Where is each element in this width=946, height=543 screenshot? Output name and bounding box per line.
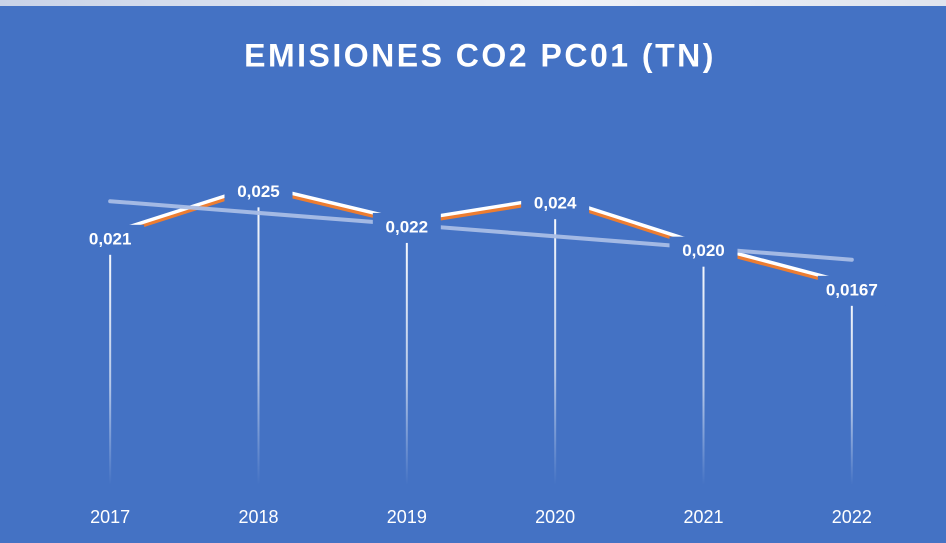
drop-line	[702, 247, 705, 485]
x-tick-label: 2022	[832, 507, 872, 527]
drop-line	[850, 286, 853, 485]
drop-line	[109, 235, 112, 485]
data-label-box	[817, 275, 886, 306]
data-label: 0,025	[237, 182, 280, 201]
x-tick-label: 2021	[683, 507, 723, 527]
data-label: 0,022	[386, 217, 429, 236]
x-tick-label: 2020	[535, 507, 575, 527]
data-label-box	[76, 224, 145, 255]
data-label: 0,020	[682, 241, 725, 260]
x-tick-label: 2017	[90, 507, 130, 527]
top-edge	[0, 0, 946, 6]
x-tick-label: 2019	[387, 507, 427, 527]
data-label: 0,024	[534, 194, 577, 213]
data-label-box	[372, 212, 441, 243]
data-label-box	[521, 189, 590, 220]
chart-title: EMISIONES CO2 PC01 (TN)	[244, 37, 716, 73]
data-label: 0,0167	[826, 280, 878, 299]
drop-line	[257, 188, 260, 486]
drop-line	[554, 200, 557, 485]
x-tick-label: 2018	[238, 507, 278, 527]
data-label: 0,021	[89, 229, 132, 248]
data-label-box	[224, 177, 293, 208]
drop-line	[405, 223, 408, 485]
data-label-box	[669, 236, 738, 267]
